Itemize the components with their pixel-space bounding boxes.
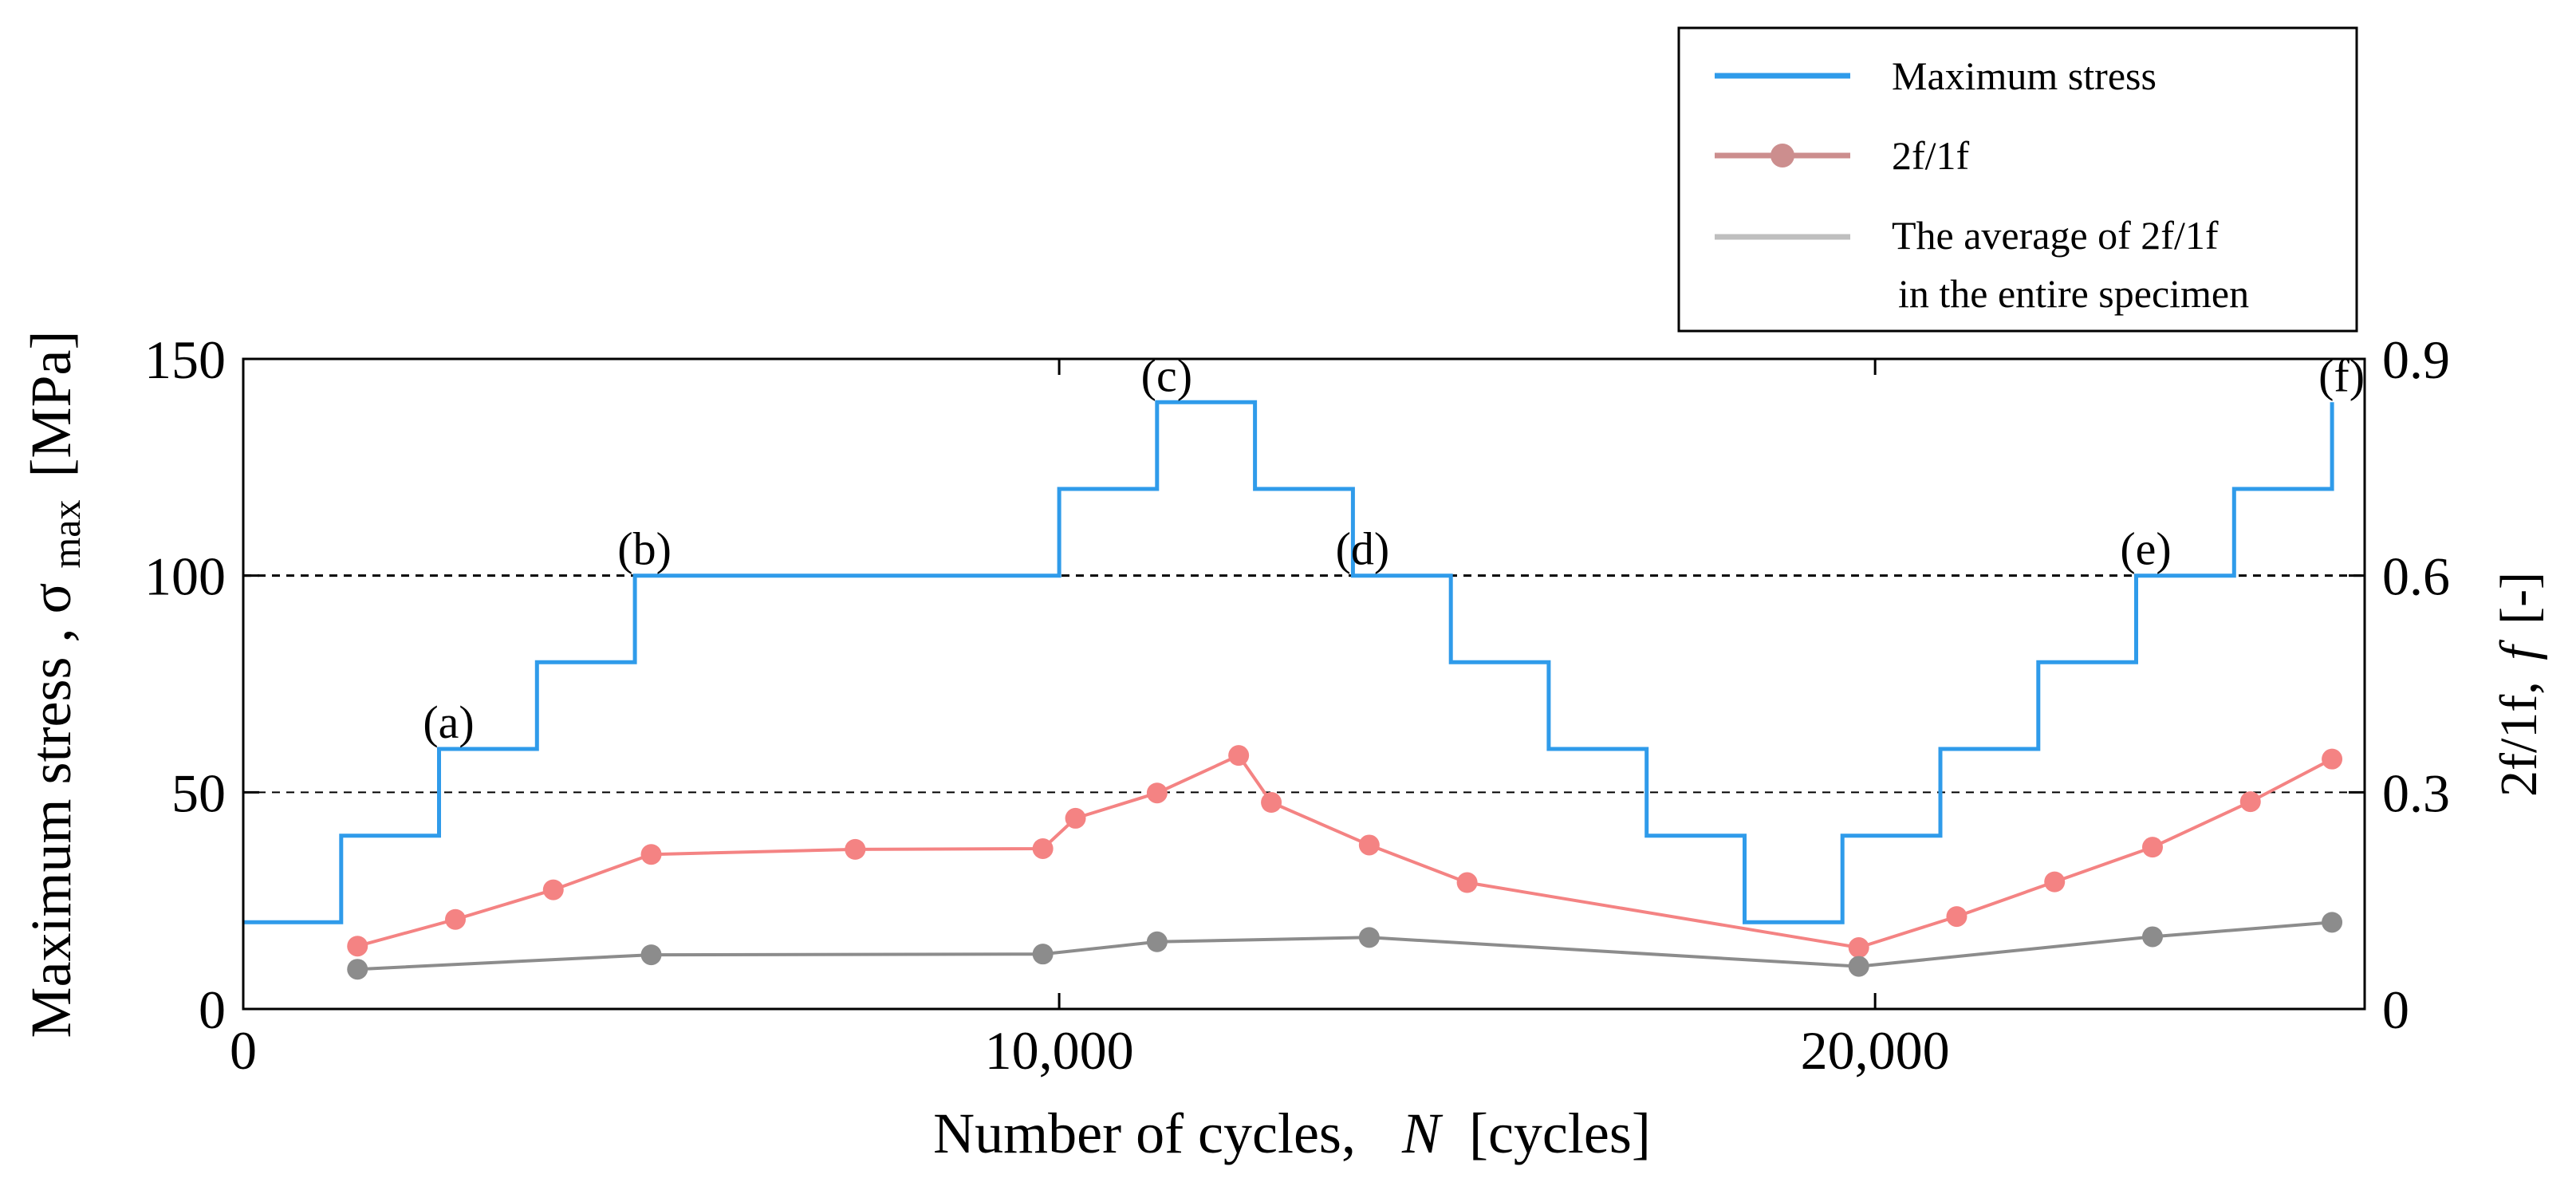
series-marker-average-2f1f-5 <box>1848 956 1869 977</box>
series-marker-average-2f1f-4 <box>1358 927 1380 948</box>
legend-label-2f1f: 2f/1f <box>1892 133 1970 178</box>
x-axis-title: Number of cycles, N [cycles] <box>933 1102 1651 1165</box>
y-axis-right-title-var: f <box>2490 640 2548 660</box>
series-marker-average-2f1f-6 <box>2142 926 2163 948</box>
y-right-tick-label-1: 0.3 <box>2382 763 2450 823</box>
legend: Maximum stress 2f/1f The average of 2f/1… <box>1677 26 2358 333</box>
series-marker-2f1f-1 <box>445 908 466 930</box>
x-tick-label-0: 0 <box>230 1020 257 1081</box>
y-right-tick-label-3: 0.9 <box>2382 329 2450 390</box>
annotation-label-5: (f) <box>2318 349 2365 401</box>
legend-label-max-stress: Maximum stress <box>1892 53 2157 98</box>
y-axis-right-title: 2f/1f, f [-] <box>2490 572 2548 797</box>
y-axis-left-title-sub: max <box>44 500 89 569</box>
series-line-max-stress <box>243 400 2334 924</box>
series-layer <box>243 400 2343 980</box>
series-marker-2f1f-17 <box>2322 748 2343 770</box>
y-left-tick-label-3: 150 <box>144 329 226 390</box>
x-axis-title-main: Number of cycles, <box>933 1102 1356 1165</box>
series-marker-2f1f-15 <box>2142 837 2163 858</box>
series-marker-2f1f-6 <box>1065 807 1086 829</box>
plot-frame <box>242 357 2366 1011</box>
y-right-tick-label-2: 0.6 <box>2382 546 2450 607</box>
series-marker-2f1f-4 <box>845 838 866 860</box>
x-tick-label-1: 10,000 <box>985 1020 1134 1081</box>
y-axis-left-title-unit: [MPa] <box>19 331 83 478</box>
annotation-label-0: (a) <box>423 696 474 748</box>
x-axis-title-unit: [cycles] <box>1469 1102 1651 1165</box>
y-axis-left-title-sigma: σ <box>19 583 83 614</box>
series-line-average-2f1f <box>357 920 2333 971</box>
legend-label-average: The average of 2f/1f <box>1892 213 2219 258</box>
y-left-tick-label-2: 100 <box>144 546 226 607</box>
annotation-label-3: (d) <box>1336 523 1390 575</box>
series-marker-2f1f-13 <box>1946 906 1967 928</box>
series-marker-average-2f1f-2 <box>1032 944 1054 965</box>
series-marker-2f1f-12 <box>1848 937 1869 959</box>
series-marker-2f1f-8 <box>1228 745 1250 767</box>
annotation-label-2: (c) <box>1141 349 1192 401</box>
y-axis-right-title-unit: [-] <box>2490 572 2548 625</box>
annotations-layer: (a) (b) (c) (d) (e) (f) <box>423 349 2365 748</box>
series-marker-2f1f-16 <box>2239 791 2261 813</box>
series-marker-average-2f1f-0 <box>347 959 368 980</box>
annotation-label-4: (e) <box>2120 523 2171 575</box>
reference-lines <box>243 574 2365 794</box>
series-marker-2f1f-14 <box>2044 871 2066 893</box>
series-marker-2f1f-10 <box>1358 834 1380 856</box>
legend-label-average-line2: in the entire specimen <box>1898 271 2249 316</box>
y-left-tick-label-1: 50 <box>171 763 226 823</box>
y-left-tick-label-0: 0 <box>199 979 226 1040</box>
x-tick-label-2: 20,000 <box>1801 1020 1950 1081</box>
series-marker-average-2f1f-1 <box>640 944 662 966</box>
series-marker-2f1f-11 <box>1456 872 1478 893</box>
series-marker-2f1f-5 <box>1032 837 1054 859</box>
series-marker-2f1f-9 <box>1261 792 1282 814</box>
y-axis-left-title-main: Maximum stress , <box>19 628 83 1038</box>
y-axis-right-title-main: 2f/1f, <box>2490 681 2548 797</box>
x-axis-title-var: N <box>1401 1102 1444 1165</box>
series-marker-2f1f-3 <box>640 844 662 865</box>
series-marker-2f1f-0 <box>347 936 368 957</box>
series-marker-average-2f1f-3 <box>1146 931 1168 952</box>
series-marker-average-2f1f-7 <box>2322 912 2343 933</box>
y-right-tick-label-0: 0 <box>2382 979 2409 1040</box>
series-line-2f1f <box>356 753 2334 950</box>
series-marker-2f1f-2 <box>542 879 564 901</box>
series-marker-2f1f-7 <box>1146 782 1168 804</box>
legend-marker-2f1f <box>1771 144 1794 167</box>
y-axis-left-title: Maximum stress , σ max [MPa] <box>19 331 93 1038</box>
ticks-layer: 0 10,000 20,000 0 50 100 150 0 0.3 0.6 0.9 <box>144 329 2450 1081</box>
annotation-label-1: (b) <box>617 523 672 575</box>
